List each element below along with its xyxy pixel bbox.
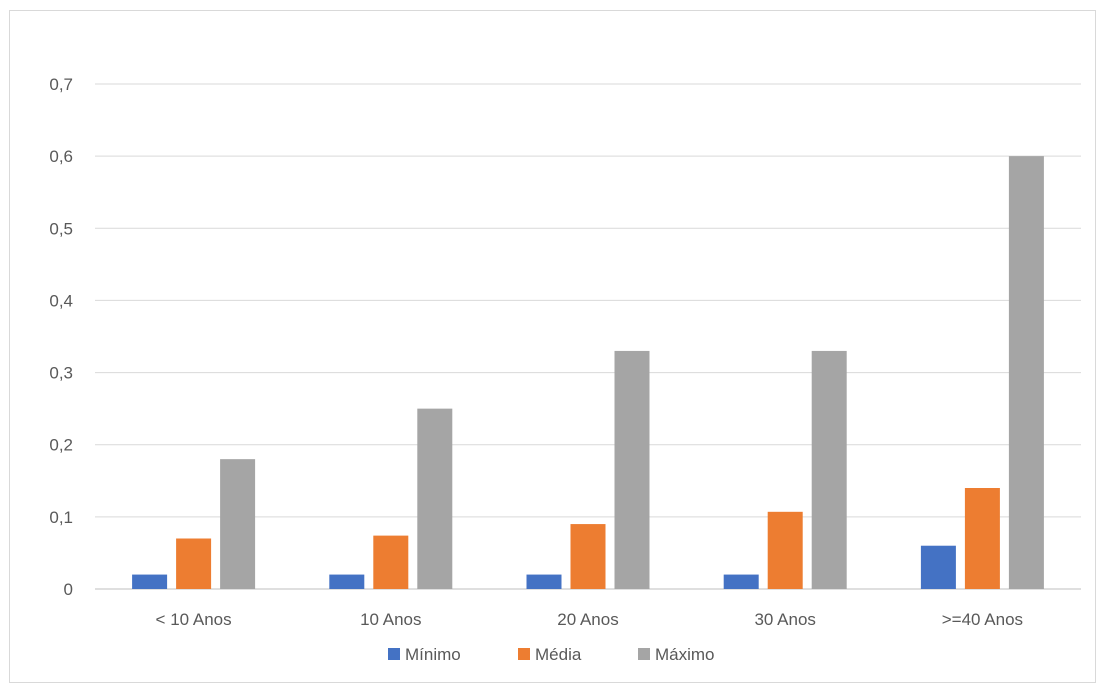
y-tick-label: 0,2	[49, 436, 73, 455]
x-tick-label: 10 Anos	[360, 610, 421, 629]
bar-máximo-0	[220, 459, 256, 589]
bar-mínimo-3	[723, 574, 759, 589]
bar-máximo-3	[811, 350, 847, 589]
legend-label: Mínimo	[405, 645, 461, 664]
y-tick-label: 0,7	[49, 75, 73, 94]
bar-máximo-4	[1008, 156, 1044, 589]
x-axis-ticks: < 10 Anos 10 Anos 20 Anos 30 Anos >=40 Anos	[156, 610, 1024, 629]
x-tick-label: >=40 Anos	[942, 610, 1023, 629]
legend-swatch-média	[518, 648, 530, 660]
x-tick-label: 30 Anos	[754, 610, 815, 629]
legend-label: Máximo	[655, 645, 715, 664]
bar-média-0	[176, 538, 212, 589]
bar-mínimo-1	[329, 574, 365, 589]
y-tick-label: 0,1	[49, 508, 73, 527]
legend-label: Média	[535, 645, 582, 664]
y-tick-label: 0,4	[49, 291, 73, 310]
x-tick-label: < 10 Anos	[156, 610, 232, 629]
bar-média-2	[570, 524, 606, 589]
legend: Mínimo Média Máximo	[388, 645, 715, 664]
y-tick-label: 0,5	[49, 219, 73, 238]
y-axis-ticks: 0 0,1 0,2 0,3 0,4 0,5 0,6 0,7	[49, 75, 73, 599]
x-tick-label: 20 Anos	[557, 610, 618, 629]
y-tick-label: 0,3	[49, 364, 73, 383]
bar-média-3	[767, 511, 803, 589]
bar-mínimo-4	[920, 545, 956, 589]
gridlines	[95, 83, 1081, 590]
bar-média-4	[964, 488, 1000, 589]
bar-média-1	[373, 535, 409, 589]
y-tick-label: 0	[64, 580, 73, 599]
bar-máximo-2	[614, 350, 650, 589]
bar-mínimo-2	[526, 574, 562, 589]
bars	[132, 156, 1044, 589]
bar-máximo-1	[417, 408, 453, 589]
legend-swatch-mínimo	[388, 648, 400, 660]
y-tick-label: 0,6	[49, 147, 73, 166]
bar-mínimo-0	[132, 574, 168, 589]
legend-swatch-máximo	[638, 648, 650, 660]
